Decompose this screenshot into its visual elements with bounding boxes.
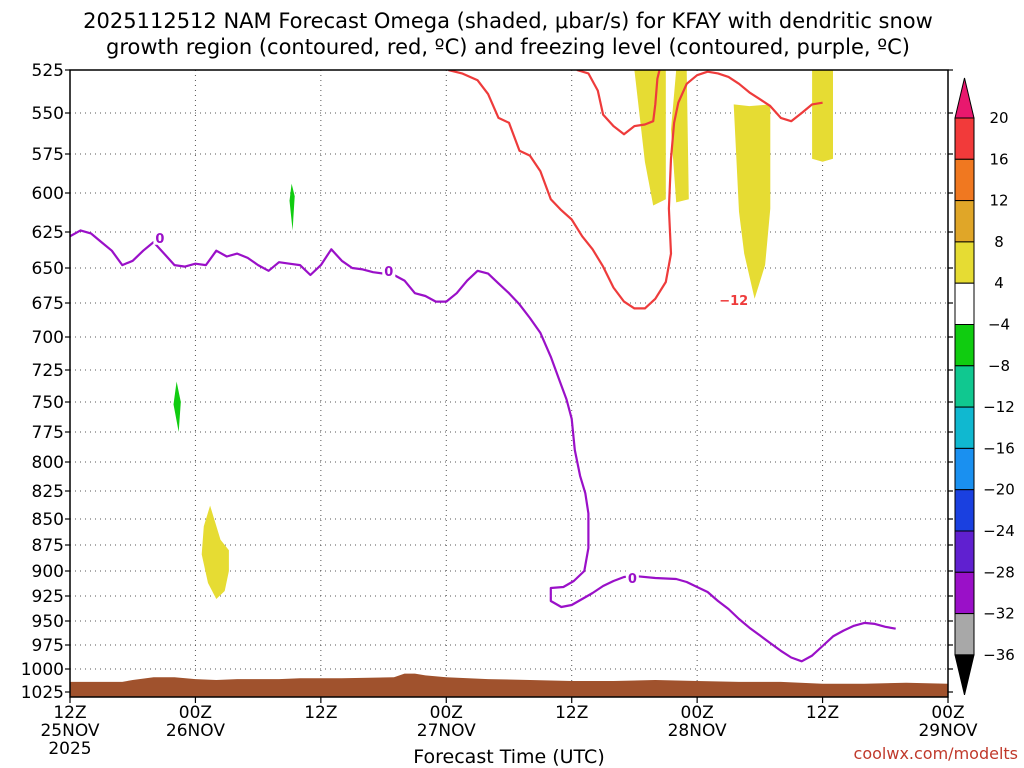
- y-tick-label: 750: [32, 393, 64, 413]
- x-tick-label: 25NOV: [40, 721, 99, 741]
- y-tick-label: 625: [32, 223, 64, 243]
- colorbar-tick-label: 4: [994, 274, 1004, 292]
- y-tick-label: 525: [32, 61, 64, 81]
- plot-inner: 0 0 0 −12: [70, 70, 948, 697]
- x-tick-label: 2025: [48, 739, 91, 759]
- colorbar-segment: [954, 200, 975, 243]
- colorbar-tick-label: −24: [983, 522, 1015, 540]
- colorbar-segment: [954, 282, 975, 326]
- chart-title-line-1: 2025112512 NAM Forecast Omega (shaded, μ…: [83, 9, 933, 33]
- y-tick-label: 850: [32, 510, 64, 530]
- colorbar-tick-label: −36: [983, 646, 1015, 664]
- colorbar-tick-label: −16: [983, 439, 1015, 457]
- omega-shaded-region: [812, 70, 833, 162]
- x-tick-label: 12Z: [53, 703, 86, 723]
- x-axis-label: Forecast Time (UTC): [413, 746, 604, 768]
- contour-label: 0: [628, 572, 637, 587]
- omega-shaded-region: [201, 505, 229, 599]
- y-axis: 525 550 575 600 625 650 675 700 725 750 775 800 825 8…: [21, 61, 953, 703]
- terrain-surface: [70, 673, 948, 697]
- y-tick-label: 700: [32, 328, 64, 348]
- colorbar-tick-label: −8: [988, 357, 1010, 375]
- colorbar-tick-label: −12: [983, 398, 1015, 416]
- x-tick-label: 12Z: [304, 703, 337, 723]
- colorbar-segment: [954, 158, 975, 202]
- x-tick-label: 12Z: [806, 703, 839, 723]
- y-tick-label: 675: [32, 294, 64, 314]
- plot-frame: [69, 69, 949, 698]
- colorbar-segment: [954, 406, 975, 449]
- colorbar-tick-label: −20: [983, 481, 1015, 499]
- contour-line: [576, 70, 661, 136]
- x-tick-label: 26NOV: [166, 721, 225, 741]
- omega-shaded-region: [173, 381, 181, 432]
- plot-area: 0 0 0 −12: [69, 69, 949, 698]
- contour-label-bg: [153, 229, 167, 245]
- contour-line: [448, 70, 823, 310]
- omega-shaded-region: [671, 70, 689, 203]
- x-tick-label: 29NOV: [918, 721, 977, 741]
- colorbar-tick-label: 8: [994, 233, 1004, 251]
- y-tick-label: 1025: [21, 683, 64, 703]
- contour-label: 0: [155, 232, 164, 247]
- credit-text: coolwx.com/modelts: [854, 744, 1018, 763]
- colorbar-tick-label: 16: [989, 150, 1008, 168]
- colorbar-segment: [954, 530, 975, 573]
- y-tick-label: 925: [32, 587, 64, 607]
- y-tick-label: 650: [32, 259, 64, 279]
- y-tick-label: 875: [32, 536, 64, 556]
- chart-title-line-2: growth region (contoured, red, ºC) and f…: [106, 35, 910, 59]
- y-tick-label: 1000: [21, 660, 64, 680]
- y-tick-label: 575: [32, 145, 64, 165]
- contour-label: 0: [384, 265, 393, 280]
- x-tick-label: 00Z: [681, 703, 714, 723]
- contour-label-bg: [718, 292, 750, 308]
- x-tick-label: 00Z: [179, 703, 212, 723]
- y-tick-label: 775: [32, 423, 64, 443]
- colorbar-top-arrow: [954, 77, 975, 119]
- y-tick-label: 550: [32, 104, 64, 124]
- contour-line: [70, 229, 896, 663]
- colorbar-tick-label: 20: [989, 109, 1008, 127]
- colorbar-bottom-arrow: [954, 654, 975, 696]
- y-tick-label: 900: [32, 562, 64, 582]
- colorbar: 20 16 12 8 4 −4 −8 −12 −16 −20 −24 −28 −32 −36: [954, 77, 1015, 696]
- x-tick-label: 12Z: [555, 703, 588, 723]
- colorbar-segment: [954, 447, 975, 491]
- colorbar-segment: [954, 613, 975, 656]
- y-tick-label: 600: [32, 184, 64, 204]
- colorbar-segment: [954, 117, 975, 160]
- x-tick-label: 28NOV: [668, 721, 727, 741]
- omega-shaded-region: [289, 183, 295, 231]
- colorbar-segment: [954, 324, 975, 367]
- y-tick-label: 975: [32, 636, 64, 656]
- colorbar-tick-label: −28: [983, 563, 1015, 581]
- colorbar-segment: [954, 241, 975, 284]
- colorbar-segment: [954, 489, 975, 532]
- colorbar-segment: [954, 571, 975, 615]
- y-tick-label: 825: [32, 482, 64, 502]
- y-tick-label: 725: [32, 361, 64, 381]
- x-tick-label: 00Z: [430, 703, 463, 723]
- x-tick-label: 27NOV: [417, 721, 476, 741]
- omega-shaded-region: [634, 70, 666, 206]
- colorbar-tick-label: 12: [989, 192, 1008, 210]
- colorbar-tick-label: −32: [983, 605, 1015, 623]
- contour-label: −12: [719, 294, 748, 309]
- colorbar-tick-label: −4: [988, 316, 1010, 334]
- contour-label-bg: [382, 262, 396, 278]
- omega-shaded-region: [733, 104, 771, 299]
- y-tick-label: 800: [32, 453, 64, 473]
- y-tick-label: 950: [32, 612, 64, 632]
- colorbar-segment: [954, 365, 975, 408]
- contour-label-bg: [625, 570, 639, 585]
- x-tick-label: 00Z: [931, 703, 964, 723]
